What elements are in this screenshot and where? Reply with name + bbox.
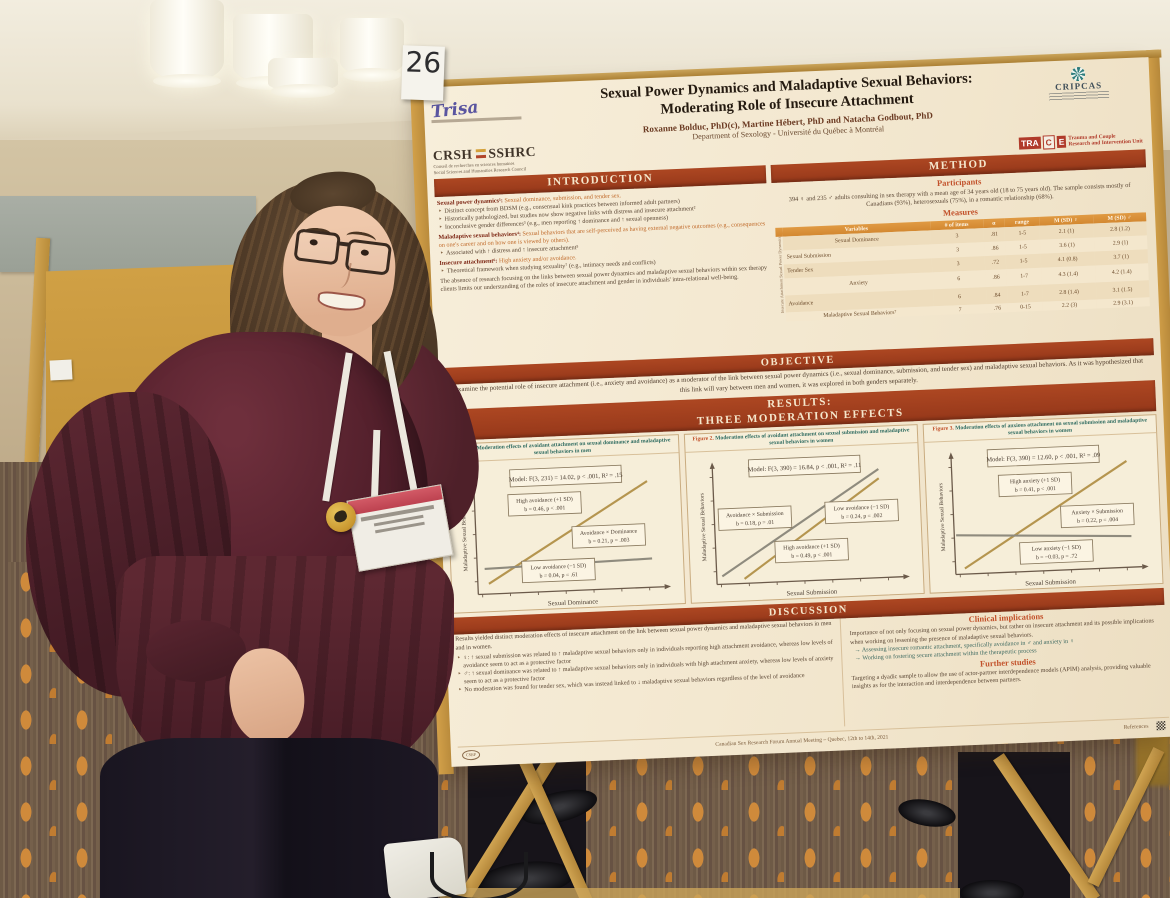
table-cell: 2.2 (3) [1042,299,1097,311]
table-cell: 2.9 (3.1) [1096,297,1151,309]
intro-method-row: INTRODUCTION Sexual power dynamics¹: Sex… [433,149,1153,364]
bag-strap [430,852,528,898]
crsh-text: CRSH [432,146,473,164]
svg-text:Low anxiety (−1 SD): Low anxiety (−1 SD) [1032,544,1082,553]
svg-text:b = −0.03, p = .72: b = −0.03, p = .72 [1036,554,1078,562]
svg-text:b = 0.18, p = .01: b = 0.18, p = .01 [736,520,775,528]
svg-text:Low avoidance (−1 SD): Low avoidance (−1 SD) [834,503,890,512]
moderation-figure: Figure 3. Moderation effects of anxious … [922,414,1164,595]
drum-light [340,18,404,82]
table-cell: 1-5 [1005,239,1041,256]
moderation-figure: Figure 1. Moderation effects of avoidant… [445,434,686,615]
svg-text:Maladaptive Sexual Behaviors: Maladaptive Sexual Behaviors [699,493,708,561]
qr-code [1156,721,1166,731]
table-cell: .86 [985,268,1008,287]
table-cell: 0-15 [1007,301,1044,313]
svg-text:Maladaptive Sexual Behaviors: Maladaptive Sexual Behaviors [938,483,947,551]
introduction-column: INTRODUCTION Sexual power dynamics¹: Sex… [433,165,774,364]
svg-text:b = 0.24, p = .002: b = 0.24, p = .002 [841,513,882,521]
svg-text:Avoidance × Submission: Avoidance × Submission [726,511,784,519]
svg-text:Sexual Submission: Sexual Submission [1025,579,1077,588]
discussion-implications: Clinical implications Importance of not … [847,605,1169,726]
svg-text:Maladaptive Sexual Behaviors: Maladaptive Sexual Behaviors [461,503,470,571]
easel-foot-bar [440,888,960,898]
footer-references: References [1123,723,1149,731]
method-column: METHOD Participants 394 ♀ and 235 ♂ adul… [770,149,1153,350]
svg-text:High anxiety (+1 SD): High anxiety (+1 SD) [1010,477,1060,486]
figure-chart: Model: F(3, 390) = 16.84, p < .001, R² =… [699,455,910,598]
presenter-sleeve-cuff [146,620,246,682]
table-cell: .81 [983,227,1006,243]
svg-text:High avoidance (+1 SD): High avoidance (+1 SD) [783,543,840,552]
board-number-card: 26 [401,45,445,101]
trace-block: E [1056,135,1067,149]
svg-text:Anxiety × Submission: Anxiety × Submission [1071,509,1123,517]
svg-text:Sexual Submission: Sexual Submission [786,589,838,598]
presenter-pants [100,738,438,898]
person-behind-right-shoe [960,880,1024,898]
cripcas-logo: CRIPCAS [1048,66,1110,102]
figure-chart: Model: F(3, 231) = 14.02, p < .001, R² =… [461,465,672,608]
table-cell: 1-5 [1004,226,1041,242]
background-easel-card [49,359,73,381]
introduction-body: Sexual power dynamics¹: Sexual dominance… [435,185,771,296]
svg-text:b = 0.41, p < .001: b = 0.41, p < .001 [1015,486,1056,494]
figure-chart: Model: F(3, 390) = 12.60, p < .001, R² =… [938,445,1149,588]
table-cell: 7 [933,304,987,316]
svg-text:Sexual Dominance: Sexual Dominance [548,599,599,608]
measures-table: Variables # of items α range M (SD) ♀ M (SD) … [775,212,1151,322]
svg-text:b = 0.46, p < .001: b = 0.46, p < .001 [524,506,565,514]
figures-row: Figure 1. Moderation effects of avoidant… [445,414,1164,615]
trace-block: C [1042,135,1056,150]
table-cell: 6 [931,269,986,290]
table-cell: 1-7 [1007,284,1043,304]
table-cell: 6 [932,286,987,307]
research-poster: Trisa CRSH SSHRC Conseil de recherches e… [409,49,1170,775]
table-cell: .72 [984,255,1007,270]
cripcas-spiral-icon [1070,66,1086,82]
sshrc-text: SSHRC [488,143,537,161]
results-section: RESULTS: THREE MODERATION EFFECTS Figure… [443,379,1164,615]
trace-logo: TRA C E Trauma and Couple Research and I… [1018,131,1143,150]
trace-block: TRA [1018,136,1041,150]
header-title-block: Sexual Power Dynamics and Maladaptive Se… [564,68,1011,170]
table-cell: 1-5 [1005,253,1042,269]
svg-text:Low avoidance (−1 SD): Low avoidance (−1 SD) [530,562,586,571]
svg-text:b = 0.04, p = .61: b = 0.04, p = .61 [540,572,579,580]
svg-text:b = 0.22, p = .004: b = 0.22, p = .004 [1077,517,1118,525]
cripcas-subtext [1048,90,1110,102]
svg-text:Model: F(3, 231) = 14.02, p <: Model: F(3, 231) = 14.02, p < .001, R² =… [509,472,623,484]
discussion-section: DISCUSSION Results yielded distinct mode… [452,588,1169,744]
csrf-logo: CSRF [461,749,481,761]
svg-text:b = 0.21, p = .003: b = 0.21, p = .003 [588,538,629,546]
moderation-figure: Figure 2. Moderation effects of avoidant… [683,424,925,605]
table-cell: .84 [985,286,1008,305]
header-logos-left: Trisa CRSH SSHRC Conseil de recherches e… [430,87,561,175]
table-cell: .76 [986,303,1009,314]
svg-text:High avoidance (+1 SD): High avoidance (+1 SD) [516,496,573,505]
table-cell: 1-7 [1006,267,1042,287]
poster-sheet: Trisa CRSH SSHRC Conseil de recherches e… [423,57,1170,767]
board-number: 26 [404,45,442,80]
svg-text:Model: F(3, 390) = 16.84, p <: Model: F(3, 390) = 16.84, p < .001, R² =… [748,462,862,474]
drum-light [268,58,338,98]
svg-text:Model: F(3, 390) = 12.60, p <: Model: F(3, 390) = 12.60, p < .001, R² =… [986,452,1100,464]
crsh-flag-icon [475,148,486,159]
table-cell: .86 [983,241,1006,256]
svg-text:b = 0.49, p < .001: b = 0.49, p < .001 [791,552,832,560]
trace-text: Trauma and Couple Research and Intervent… [1068,133,1143,148]
badge-pin [326,502,356,532]
svg-text:Avoidance × Dominance: Avoidance × Dominance [580,529,638,537]
drum-light [150,0,224,88]
discussion-findings: Results yielded distinct moderation effe… [453,618,846,744]
header-logos-right: CRIPCAS TRA C E Trauma and Couple Resear… [1014,62,1145,150]
